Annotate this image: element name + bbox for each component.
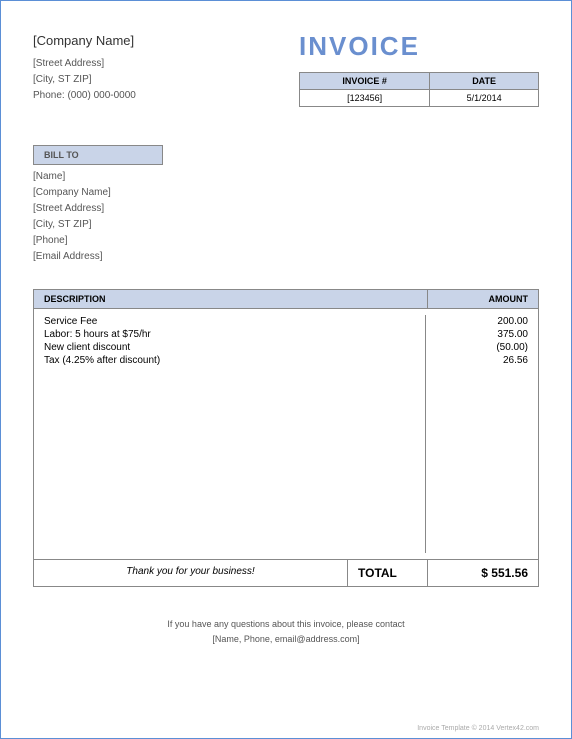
- contact-block: If you have any questions about this inv…: [33, 617, 539, 646]
- meta-table: INVOICE # DATE [123456] 5/1/2014: [299, 72, 539, 107]
- meta-invoice-no: [123456]: [300, 90, 430, 107]
- meta-header-invoice: INVOICE #: [300, 73, 430, 90]
- fineprint: Invoice Template © 2014 Vertex42.com: [417, 725, 539, 732]
- line-item-amount: 200.00: [434, 315, 528, 328]
- meta-date: 5/1/2014: [430, 90, 539, 107]
- items-body: Service FeeLabor: 5 hours at $75/hrNew c…: [34, 309, 538, 559]
- company-street: [Street Address]: [33, 56, 136, 72]
- company-block: [Company Name] [Street Address] [City, S…: [33, 31, 136, 104]
- items-table: DESCRIPTION AMOUNT Service FeeLabor: 5 h…: [33, 289, 539, 587]
- line-item-description: Service Fee: [44, 315, 417, 328]
- bill-to-company: [Company Name]: [33, 185, 539, 201]
- line-item-amount: (50.00): [434, 341, 528, 354]
- items-header-row: DESCRIPTION AMOUNT: [34, 290, 538, 309]
- bill-to-email: [Email Address]: [33, 249, 539, 265]
- bill-to-city: [City, ST ZIP]: [33, 217, 539, 233]
- line-item-description: Labor: 5 hours at $75/hr: [44, 328, 417, 341]
- meta-header-date: DATE: [430, 73, 539, 90]
- items-amount-column: 200.00375.00(50.00)26.56: [426, 315, 536, 553]
- bill-to-header: BILL TO: [33, 145, 163, 165]
- items-header-amount: AMOUNT: [428, 290, 538, 308]
- line-item-amount: 26.56: [434, 354, 528, 367]
- line-item-description: New client discount: [44, 341, 417, 354]
- bill-to-phone: [Phone]: [33, 233, 539, 249]
- bill-to-street: [Street Address]: [33, 201, 539, 217]
- company-phone: Phone: (000) 000-0000: [33, 88, 136, 104]
- total-label: TOTAL: [348, 560, 428, 586]
- line-item-amount: 375.00: [434, 328, 528, 341]
- contact-line-2: [Name, Phone, email@address.com]: [33, 632, 539, 646]
- items-header-description: DESCRIPTION: [34, 290, 428, 308]
- bill-to-block: BILL TO [Name] [Company Name] [Street Ad…: [33, 145, 539, 265]
- header-row: [Company Name] [Street Address] [City, S…: [33, 31, 539, 107]
- line-item-description: Tax (4.25% after discount): [44, 354, 417, 367]
- total-amount: $ 551.56: [428, 560, 538, 586]
- company-name: [Company Name]: [33, 31, 136, 52]
- invoice-page: [Company Name] [Street Address] [City, S…: [0, 0, 572, 739]
- invoice-title: INVOICE: [299, 31, 539, 62]
- items-description-column: Service FeeLabor: 5 hours at $75/hrNew c…: [36, 315, 426, 553]
- company-city: [City, ST ZIP]: [33, 72, 136, 88]
- header-right: INVOICE INVOICE # DATE [123456] 5/1/2014: [299, 31, 539, 107]
- items-footer-row: Thank you for your business! TOTAL $ 551…: [34, 559, 538, 586]
- thank-you-message: Thank you for your business!: [34, 560, 348, 586]
- contact-line-1: If you have any questions about this inv…: [33, 617, 539, 631]
- bill-to-name: [Name]: [33, 169, 539, 185]
